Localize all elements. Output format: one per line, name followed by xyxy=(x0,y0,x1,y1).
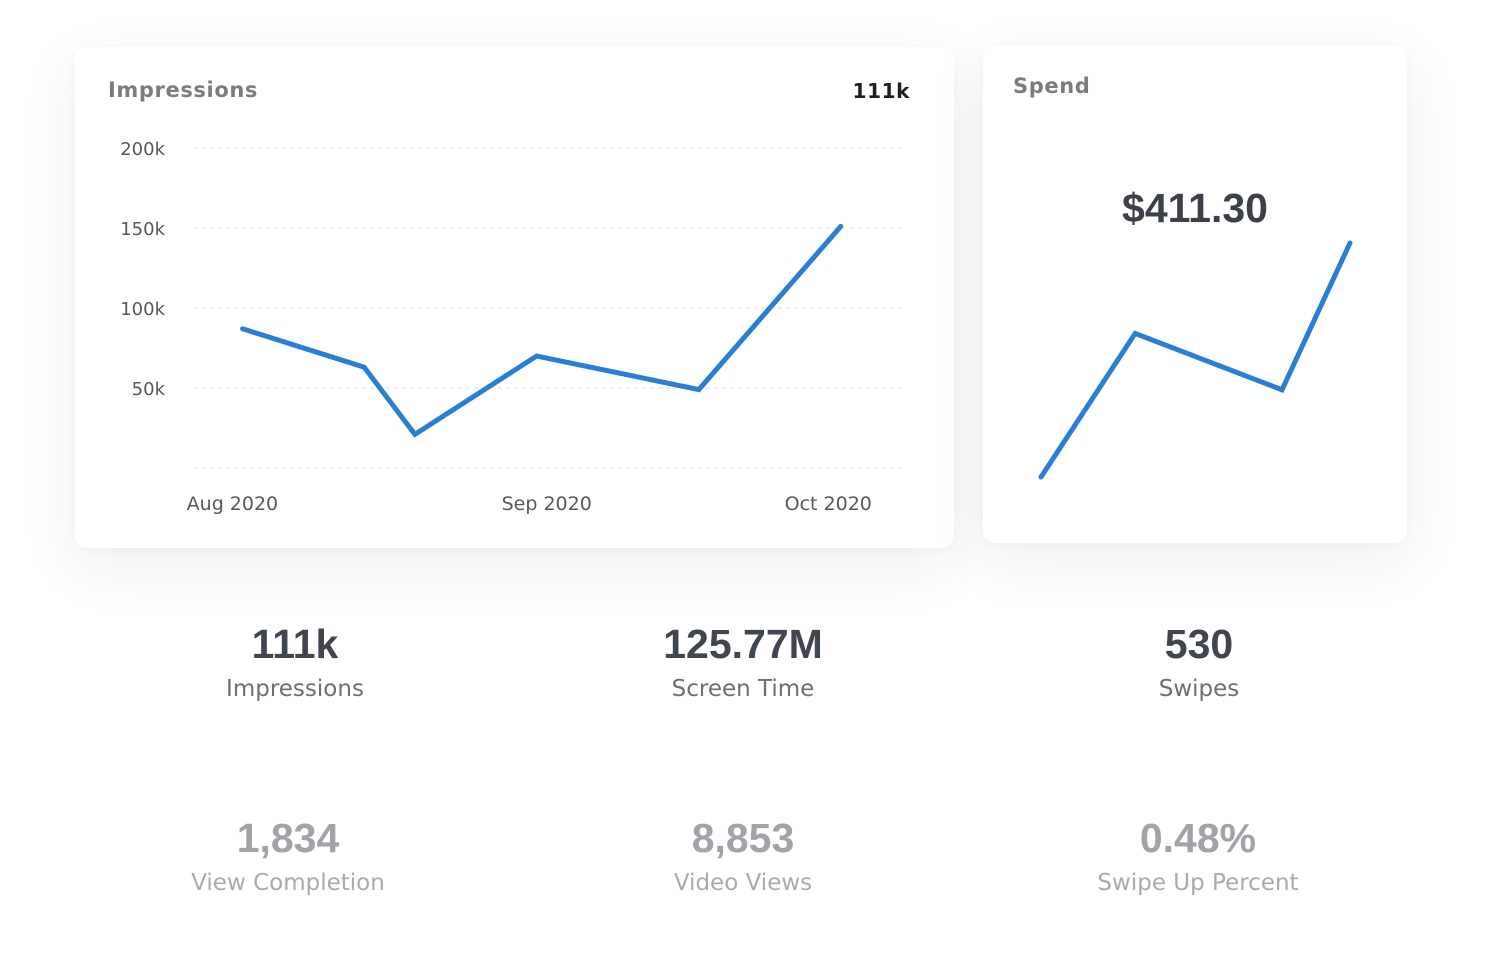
y-tick-label: 150k xyxy=(120,219,165,240)
stat-value: 125.77M xyxy=(663,621,823,667)
impressions-card: Impressions 111k 200k 150k 100k 50k Aug 2020… xyxy=(75,47,954,548)
impressions-line-chart: 200k 150k 100k 50k Aug 2020 Sep 2020 Oct 2020 xyxy=(120,139,903,515)
stat-label: Swipes xyxy=(1158,676,1240,702)
stat-value: 1,834 xyxy=(236,815,340,861)
stat-swipe-up-percent: 0.48% Swipe Up Percent xyxy=(998,814,1398,898)
impressions-card-title: Impressions xyxy=(108,78,259,102)
x-tick-label: Aug 2020 xyxy=(187,493,279,515)
x-tick-label: Oct 2020 xyxy=(785,493,872,515)
stat-video-views: 8,853 Video Views xyxy=(543,814,943,898)
y-tick-label: 200k xyxy=(120,139,165,160)
spend-card: Spend $411.30 xyxy=(983,45,1407,543)
impressions-total: 111k xyxy=(852,79,910,103)
stat-label: Impressions xyxy=(226,676,364,702)
series-line xyxy=(240,223,844,438)
stat-impressions: 111k Impressions xyxy=(95,620,495,704)
stat-label: Screen Time xyxy=(671,676,815,702)
stat-swipes: 530 Swipes xyxy=(999,620,1399,704)
y-tick-label: 50k xyxy=(132,379,166,400)
stat-value: 111k xyxy=(251,621,339,667)
stat-value: 8,853 xyxy=(691,815,795,861)
stat-value: 530 xyxy=(1164,621,1234,667)
stat-label: Video Views xyxy=(673,870,813,896)
spend-sparkline xyxy=(1038,240,1353,480)
spend-series-line xyxy=(1038,240,1353,480)
y-tick-label: 100k xyxy=(120,299,165,320)
stat-label: View Completion xyxy=(191,870,385,896)
spend-value: $411.30 xyxy=(1122,185,1268,231)
stat-value: 0.48% xyxy=(1139,815,1257,861)
stat-screen-time: 125.77M Screen Time xyxy=(543,620,943,704)
spend-card-title: Spend xyxy=(1013,74,1091,98)
stat-label: Swipe Up Percent xyxy=(1097,870,1299,896)
stat-view-completion: 1,834 View Completion xyxy=(88,814,488,898)
x-tick-label: Sep 2020 xyxy=(502,493,592,515)
